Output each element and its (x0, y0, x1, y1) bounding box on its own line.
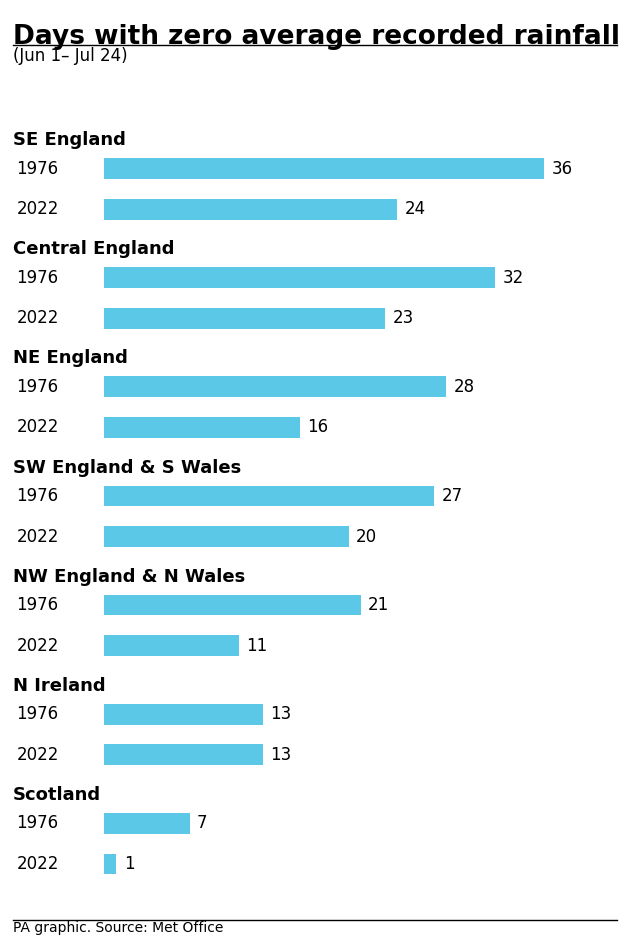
Text: 1976: 1976 (16, 269, 59, 287)
Text: 28: 28 (454, 377, 475, 395)
Bar (104, 526, 348, 547)
Text: 1976 v 2022: 1976 v 2022 (619, 24, 630, 49)
Text: 1976: 1976 (16, 596, 59, 614)
Text: 13: 13 (270, 705, 292, 723)
Bar (104, 485, 434, 506)
Text: 24: 24 (405, 201, 426, 219)
Text: 2022: 2022 (16, 418, 59, 436)
Text: 27: 27 (442, 487, 462, 505)
Bar (104, 745, 263, 765)
Text: 7: 7 (197, 815, 208, 832)
Bar (104, 853, 117, 874)
Bar (104, 704, 263, 725)
Text: 13: 13 (270, 745, 292, 763)
Text: 11: 11 (246, 637, 267, 655)
Bar (104, 199, 398, 219)
Text: 2022: 2022 (16, 745, 59, 763)
Bar (104, 595, 361, 616)
Text: 1976: 1976 (16, 815, 59, 832)
Text: Scotland: Scotland (13, 786, 101, 804)
Text: 16: 16 (307, 418, 328, 436)
Text: 20: 20 (356, 528, 377, 546)
Text: SE England: SE England (13, 131, 125, 149)
Text: 1976: 1976 (16, 377, 59, 395)
Text: Central England: Central England (13, 240, 174, 258)
Text: 2022: 2022 (16, 201, 59, 219)
Text: 23: 23 (392, 309, 414, 327)
Bar (104, 636, 239, 657)
Bar (104, 268, 495, 289)
Text: NW England & N Wales: NW England & N Wales (13, 568, 245, 586)
Text: 1: 1 (123, 855, 134, 873)
Text: SW England & S Wales: SW England & S Wales (13, 459, 241, 477)
Text: 2022: 2022 (16, 855, 59, 873)
Text: 36: 36 (551, 160, 573, 178)
Text: (Jun 1– Jul 24): (Jun 1– Jul 24) (13, 47, 127, 65)
Text: PA graphic. Source: Met Office: PA graphic. Source: Met Office (13, 920, 223, 935)
Text: 1976: 1976 (16, 160, 59, 178)
Bar (104, 158, 544, 179)
Text: 2022: 2022 (16, 637, 59, 655)
Text: 1976: 1976 (16, 487, 59, 505)
Bar (104, 813, 190, 833)
Text: NE England: NE England (13, 349, 127, 367)
Text: 2022: 2022 (16, 528, 59, 546)
Text: 21: 21 (368, 596, 389, 614)
Text: 32: 32 (503, 269, 524, 287)
Text: 1976: 1976 (16, 705, 59, 723)
Bar (104, 308, 386, 329)
Bar (104, 417, 300, 438)
Text: 2022: 2022 (16, 309, 59, 327)
Text: Days with zero average recorded rainfall: Days with zero average recorded rainfall (13, 24, 619, 49)
Bar (104, 377, 446, 397)
Text: N Ireland: N Ireland (13, 676, 105, 694)
